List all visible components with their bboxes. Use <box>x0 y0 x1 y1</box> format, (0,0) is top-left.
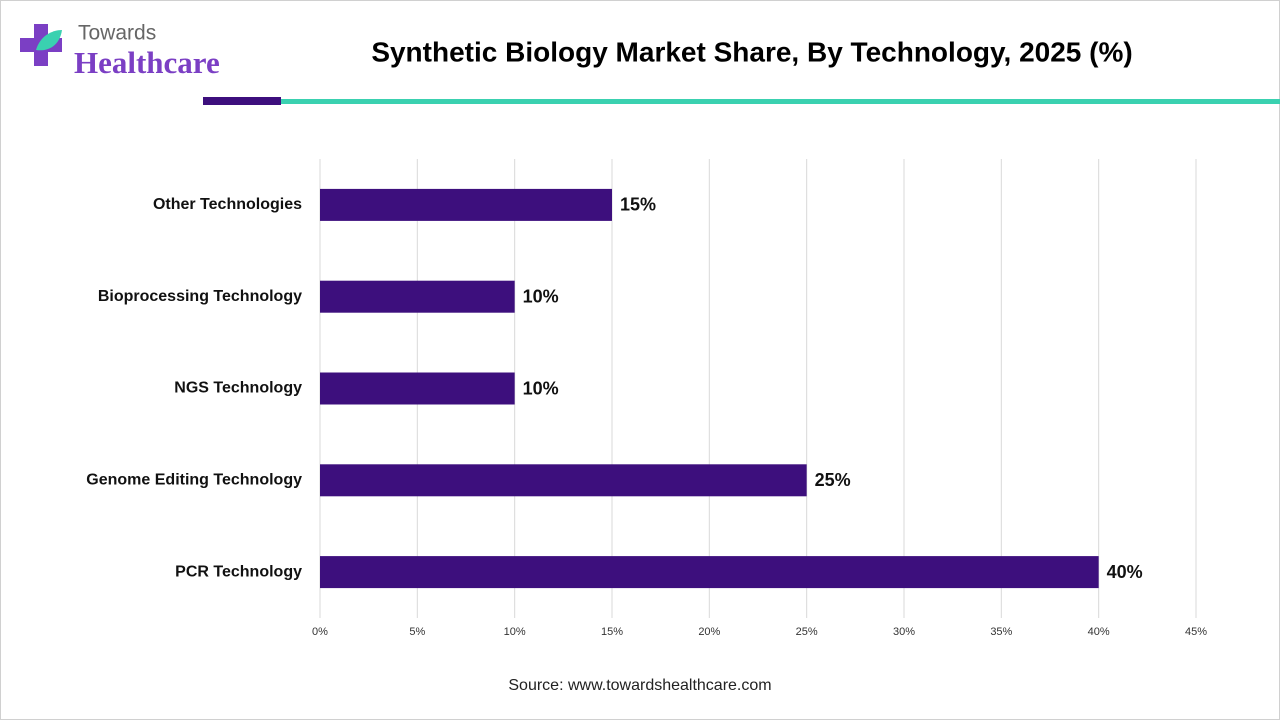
x-tick-label: 15% <box>601 626 623 638</box>
value-label: 40% <box>1107 562 1143 582</box>
x-tick-label: 25% <box>796 626 818 638</box>
x-tick-label: 20% <box>698 626 720 638</box>
title-rule-accent <box>203 97 281 105</box>
logo-line2: Healthcare <box>74 45 220 80</box>
bar <box>320 280 515 313</box>
y-tick-label: NGS Technology <box>174 380 302 397</box>
x-tick-label: 10% <box>504 626 526 638</box>
x-tick-label: 0% <box>312 626 328 638</box>
y-tick-label: PCR Technology <box>175 563 302 580</box>
bar <box>320 464 807 497</box>
logo-leaf <box>36 30 62 51</box>
bar <box>320 372 515 405</box>
x-tick-label: 35% <box>990 626 1012 638</box>
y-tick-label: Bioprocessing Technology <box>98 288 302 305</box>
y-tick-label: Genome Editing Technology <box>86 472 302 489</box>
logo-line1: Towards <box>78 22 156 45</box>
logo: Towards Healthcare <box>20 22 220 80</box>
source: Source: www.towardshealthcare.com <box>508 677 771 694</box>
y-tick-label: Other Technologies <box>153 196 302 213</box>
value-label: 15% <box>620 195 656 215</box>
chart-title: Synthetic Biology Market Share, By Techn… <box>371 36 1132 67</box>
bar <box>320 556 1099 589</box>
value-label: 10% <box>523 378 559 398</box>
value-label: 10% <box>523 286 559 306</box>
x-tick-label: 5% <box>409 626 425 638</box>
title-rule <box>281 99 1280 104</box>
value-label: 25% <box>815 470 851 490</box>
bar <box>320 188 612 221</box>
x-tick-label: 40% <box>1088 626 1110 638</box>
x-tick-label: 45% <box>1185 626 1207 638</box>
x-tick-label: 30% <box>893 626 915 638</box>
